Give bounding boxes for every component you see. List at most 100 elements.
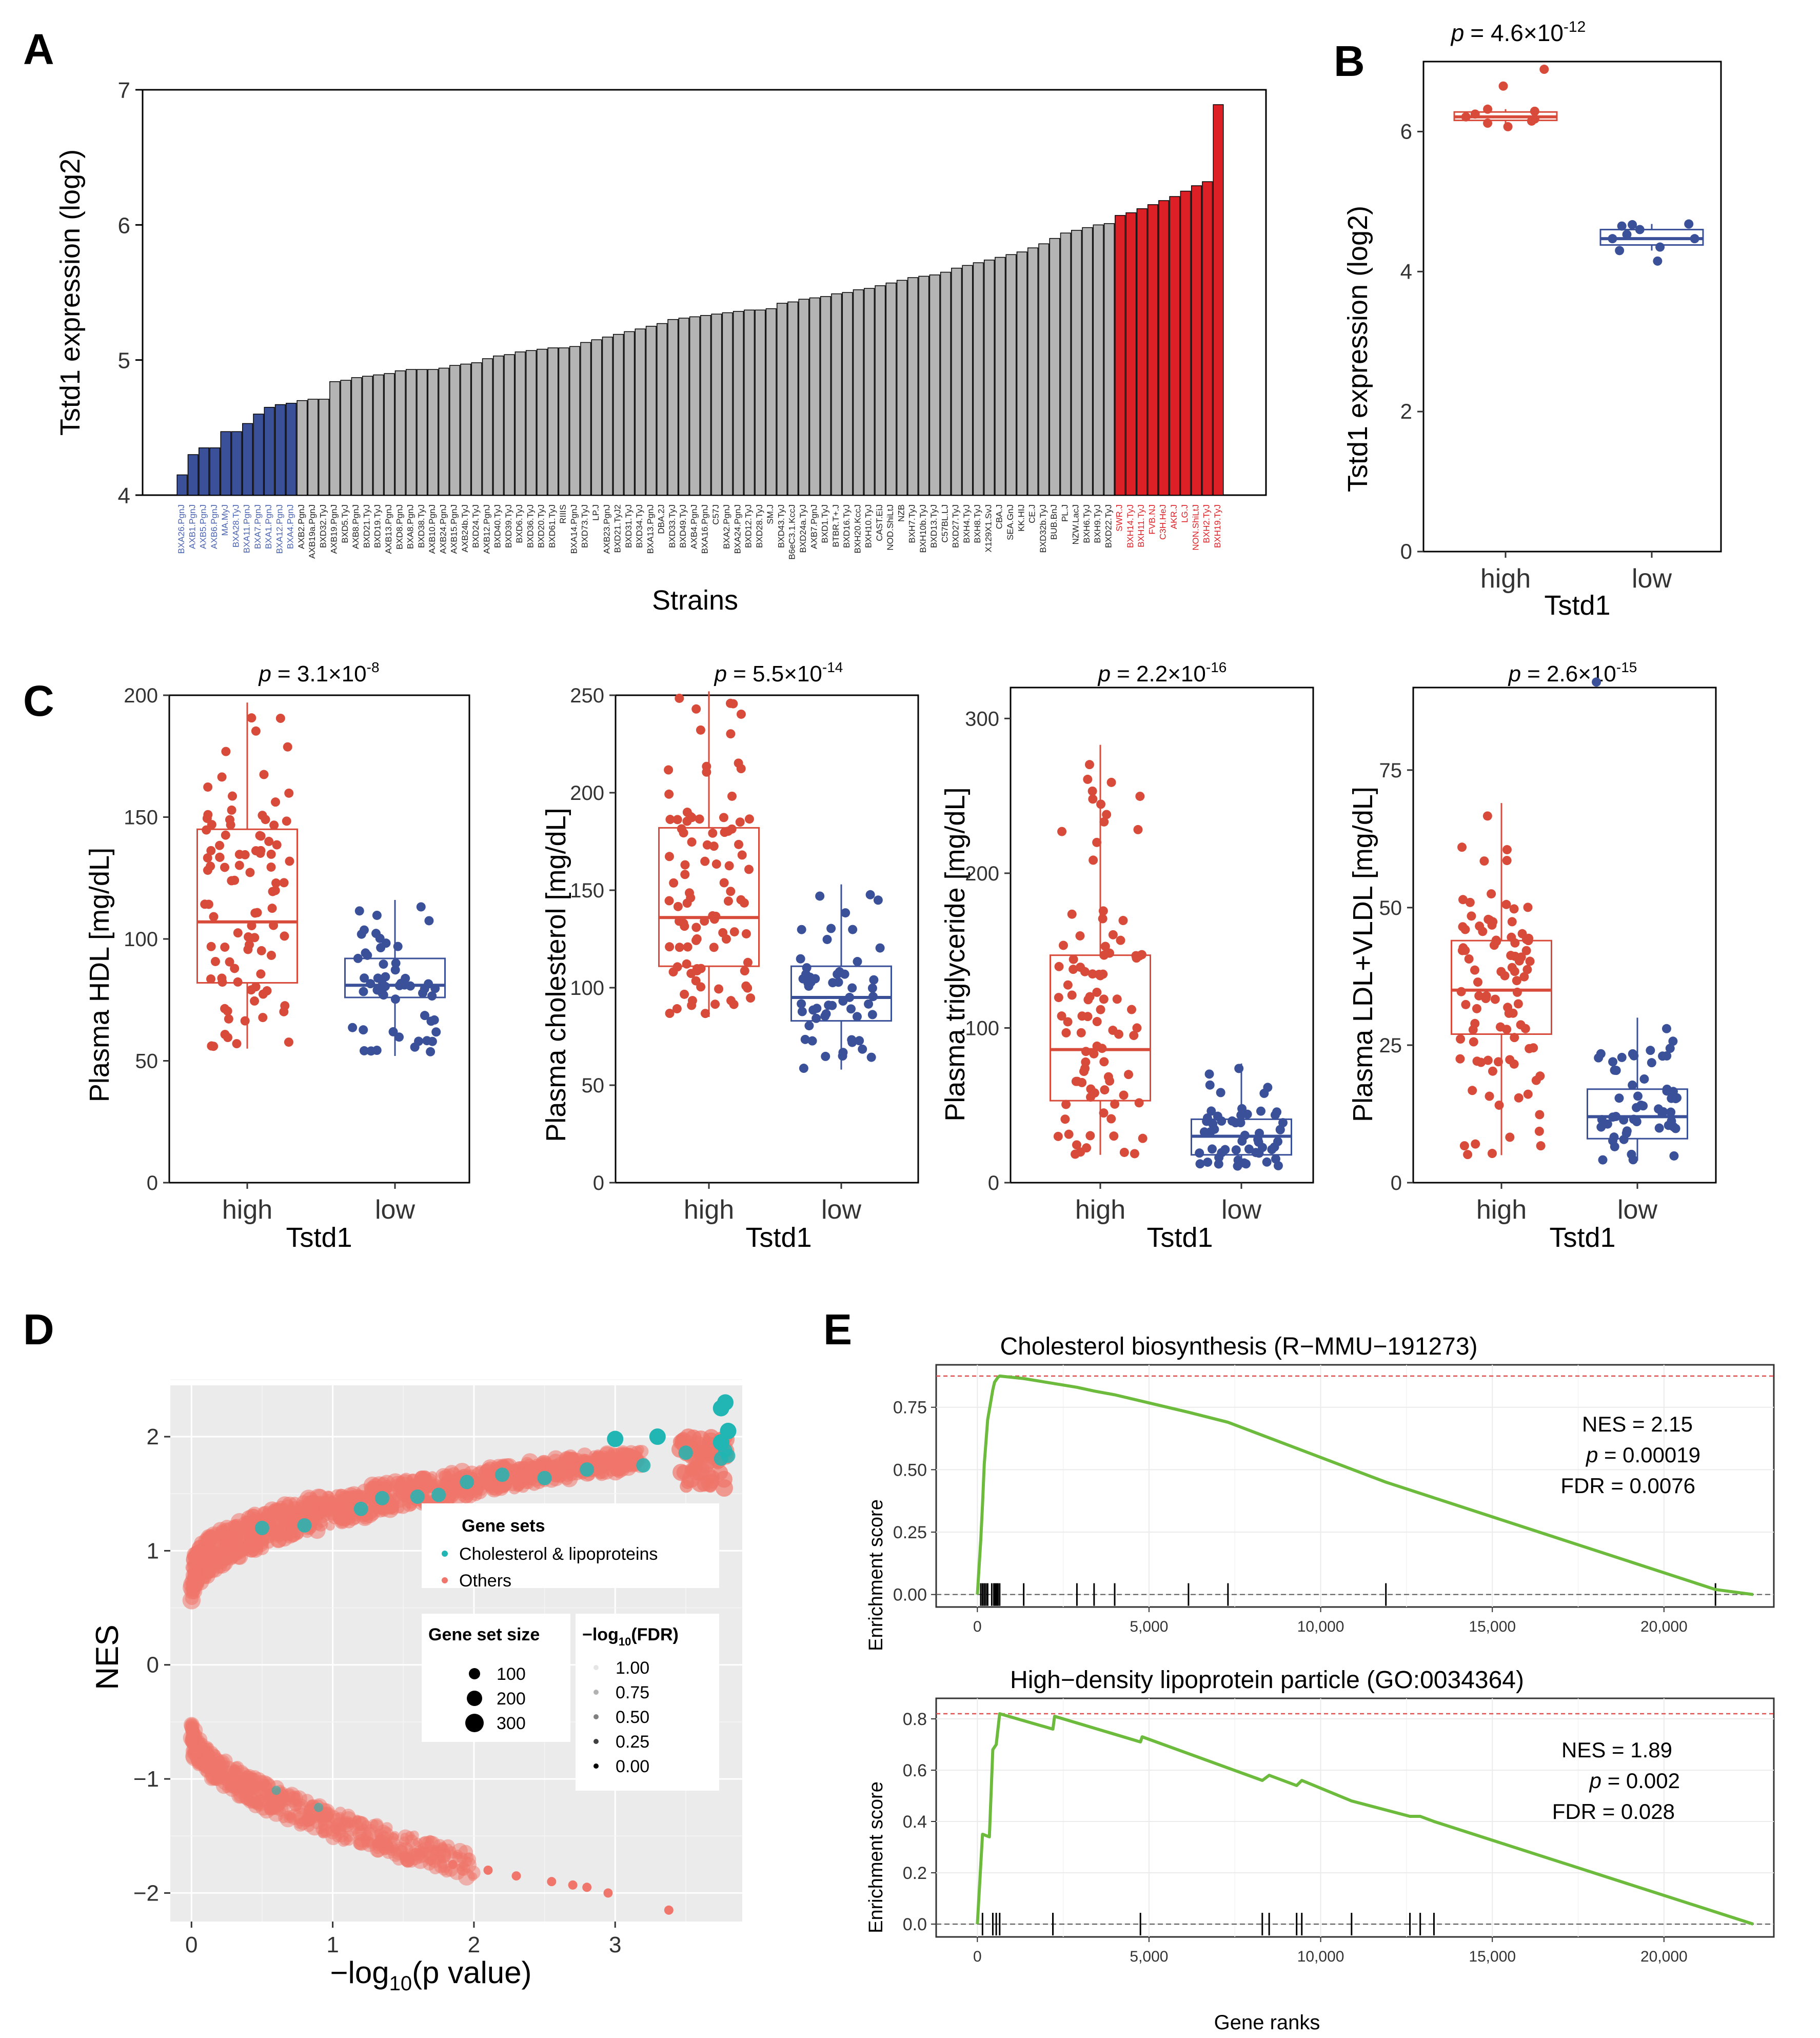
data-point: [718, 928, 728, 937]
gsea-ytick-label: 0.2: [903, 1864, 927, 1883]
data-point: [1617, 221, 1627, 231]
gene-set-point: [681, 1476, 695, 1490]
data-point: [741, 981, 751, 991]
bar: [733, 311, 744, 496]
data-point: [1129, 1031, 1139, 1041]
bar: [176, 474, 188, 496]
data-point: [1108, 930, 1118, 939]
data-point: [1072, 1140, 1081, 1150]
data-point: [1092, 837, 1102, 847]
panel-a-bar-chart: 4 5 6 7 BXA26.PgnJ AXB1.PgnJ AXB5.PgnJ AXB6.Pg…: [55, 78, 1267, 616]
data-point: [799, 1064, 808, 1073]
data-point: [252, 908, 262, 917]
plot-frame: [1422, 61, 1722, 553]
data-point: [692, 934, 702, 944]
bar: [373, 374, 384, 496]
strain-label: BXH10b.TyJ: [918, 504, 928, 553]
gene-set-point: [217, 1770, 228, 1780]
data-point: [1608, 234, 1617, 244]
gene-set-point: [400, 1852, 414, 1867]
bar: [296, 400, 308, 496]
data-point: [1481, 994, 1491, 1004]
data-point: [282, 816, 291, 826]
data-point: [1076, 963, 1085, 972]
data-point: [1119, 1090, 1129, 1100]
bar: [722, 312, 733, 496]
data-point: [1096, 799, 1106, 809]
bar: [405, 369, 417, 496]
data-point: [1483, 119, 1493, 128]
xtick-label: low: [1221, 1195, 1261, 1225]
enrichment-score-line: [976, 1712, 1754, 1926]
ytick-label: 200: [965, 863, 999, 885]
data-point: [269, 820, 279, 830]
data-point: [665, 1008, 675, 1018]
data-point: [270, 886, 280, 895]
gene-set-point: [264, 1801, 275, 1813]
data-point: [1534, 1126, 1544, 1136]
ytick-label: 0: [147, 1172, 158, 1194]
plot-frame: [168, 694, 470, 1184]
panel-d-ylabel: NES: [90, 1624, 125, 1690]
xtick-label: low: [1617, 1195, 1657, 1225]
bar: [253, 414, 264, 496]
e2-fdr: FDR = 0.028: [1552, 1799, 1675, 1824]
gene-set-point: [480, 1474, 498, 1491]
xtick-label: high: [1480, 564, 1531, 594]
data-point: [1263, 1083, 1273, 1092]
data-point: [1262, 1157, 1272, 1167]
data-point: [664, 896, 674, 906]
data-point: [203, 810, 213, 819]
data-point: [227, 805, 236, 815]
bar: [362, 376, 373, 496]
data-point: [1275, 1125, 1285, 1134]
data-point: [275, 713, 285, 723]
ytick-label: 0: [1391, 1172, 1402, 1194]
strain-label: AXB19.PgnJ: [329, 504, 339, 554]
panel-c-ldl: p = 2.6×10-15 Plasma LDL+VLDL [mg/dL] Tst…: [1348, 659, 1717, 1253]
strain-label: LG.J: [1180, 504, 1190, 523]
data-point: [1205, 1080, 1215, 1090]
cholesterol-gene-set-point: [353, 1501, 368, 1516]
data-point: [359, 1046, 369, 1055]
data-point: [1470, 109, 1480, 119]
data-point: [244, 940, 254, 950]
bar: [537, 348, 548, 496]
legend-size-100-dot: [469, 1668, 480, 1679]
bar: [1060, 232, 1071, 496]
legend-fdr-dot-3: [594, 1714, 599, 1719]
ytick-label: 50: [582, 1074, 605, 1097]
strain-label: BXD31.TyJ: [624, 504, 634, 548]
data-point: [217, 772, 227, 782]
gene-set-point: [185, 1742, 203, 1760]
legend-gene-sets-box: [422, 1503, 719, 1588]
bar: [591, 339, 602, 496]
data-point: [1135, 791, 1145, 801]
ytick-label: 75: [1379, 759, 1402, 782]
ytick-label: 200: [124, 684, 158, 707]
data-point: [847, 983, 857, 993]
data-point: [1134, 1098, 1144, 1108]
gene-set-point: [582, 1883, 592, 1892]
data-point: [1525, 1044, 1534, 1053]
data-point: [1661, 1024, 1671, 1033]
strain-label: BXD24a.TyJ: [798, 504, 808, 553]
gsea-xtick-label: 5,000: [1130, 1618, 1168, 1635]
data-point: [279, 878, 289, 888]
panel-a-xlabel: Strains: [652, 585, 738, 616]
data-point: [744, 865, 754, 874]
bar: [547, 347, 559, 496]
data-point: [1272, 1107, 1282, 1117]
data-point: [1503, 122, 1513, 131]
data-point: [696, 725, 705, 735]
xtick-label: low: [1632, 564, 1672, 594]
plot-frame: [1412, 687, 1717, 1184]
data-point: [826, 924, 836, 933]
panel-c-boxplots: p = 3.1×10-8 Plasma HDL [mg/dL] Tstd1 0 50…: [84, 659, 1717, 1253]
bar: [1115, 215, 1126, 496]
bar: [995, 257, 1006, 496]
data-point: [1124, 1070, 1134, 1080]
bar: [929, 275, 940, 496]
data-point: [202, 825, 211, 835]
legend-fdr-000: 0.00: [616, 1757, 649, 1776]
